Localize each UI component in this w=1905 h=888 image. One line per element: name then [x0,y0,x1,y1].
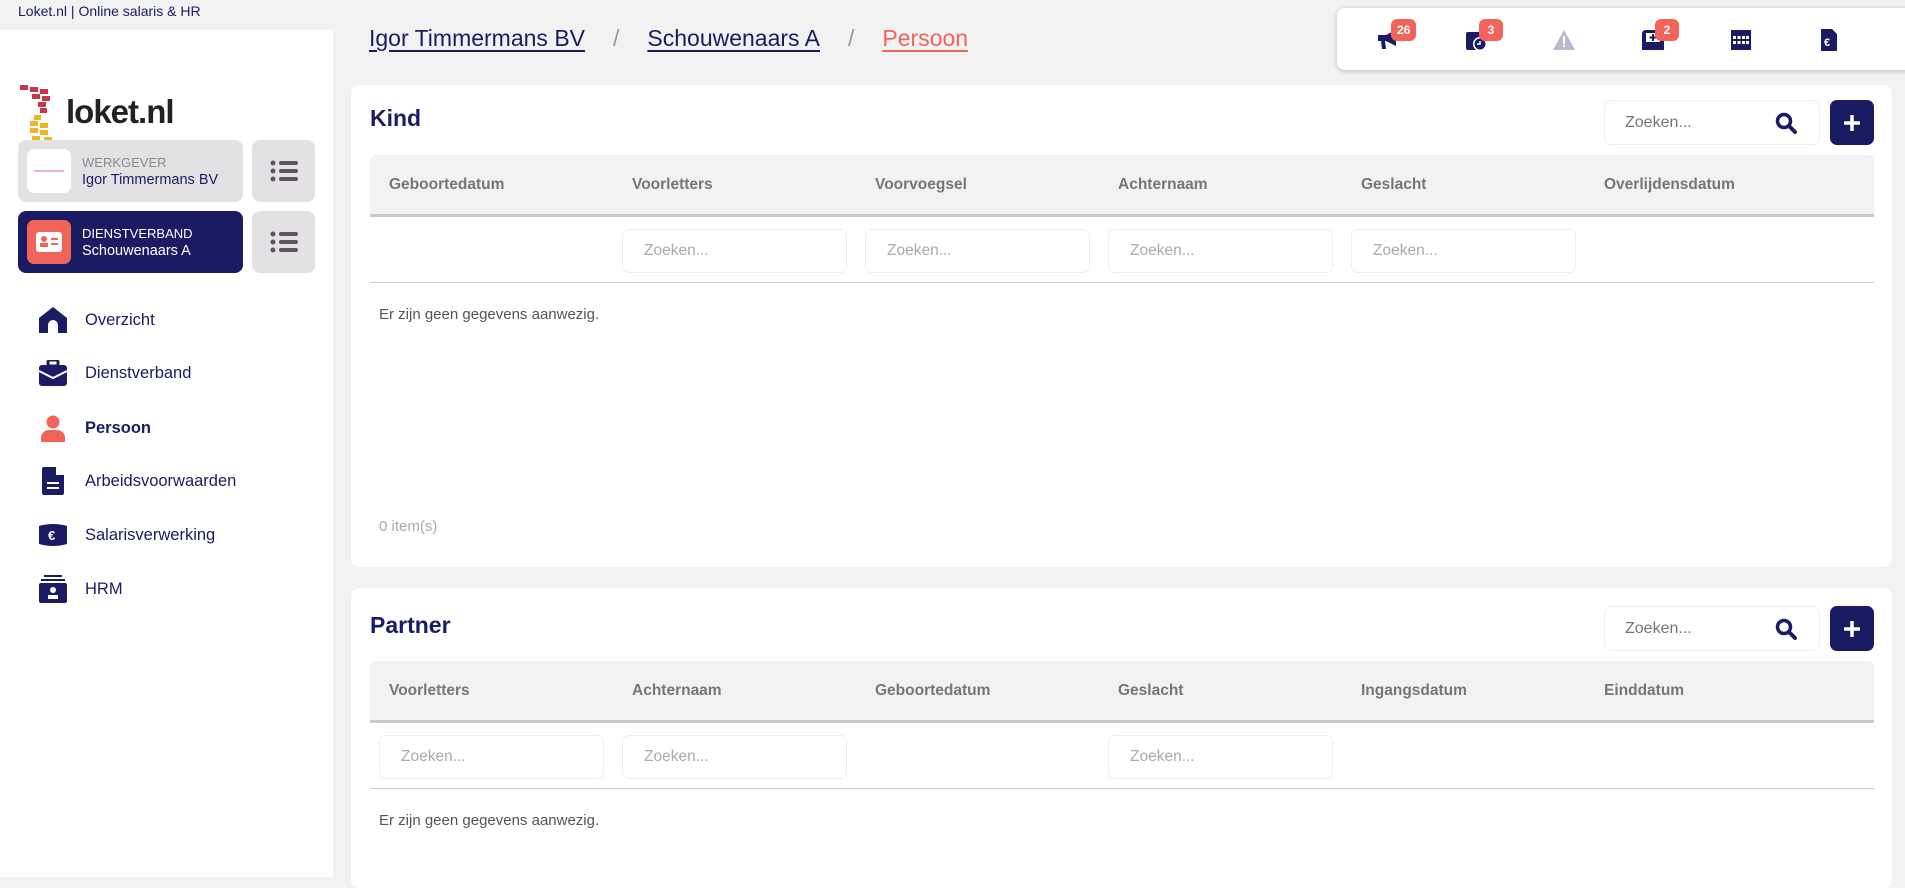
home-icon [38,306,68,334]
kind-panel: Kind Geboortedatum Voorletters Voorvoegs… [351,85,1892,567]
filter-voorletters[interactable] [379,734,604,779]
logo-mark-icon [20,85,62,145]
breadcrumb-persoon[interactable]: Persoon [882,25,969,51]
partner-filter-row [370,725,1874,789]
column-header[interactable]: Voorvoegsel [875,175,967,193]
warning-icon [1553,30,1575,50]
svg-text:€: € [1824,37,1830,49]
partner-search[interactable] [1604,606,1820,651]
sidebar-item-overzicht[interactable]: Overzicht [38,300,155,340]
logo-text: loket.nl [66,93,175,130]
sidebar-item-arbeidsvoorwaarden[interactable]: Arbeidsvoorwaarden [38,461,236,501]
svg-text:€: € [48,528,55,543]
kind-item-count: 0 item(s) [379,518,438,535]
sidebar-item-hrm[interactable]: HRM [38,569,123,609]
breadcrumb-separator: / [613,25,620,51]
calendar-clock-icon [1466,32,1487,51]
kind-title: Kind [370,105,422,131]
partner-empty-message: Er zijn geen gegevens aanwezig. [379,812,600,829]
column-header[interactable]: Achternaam [1118,175,1208,193]
plus-icon [1844,114,1860,131]
breadcrumb: Igor Timmermans BV / Schouwenaars A / Pe… [369,25,968,52]
plus-icon [1844,620,1860,637]
id-card-icon [38,575,68,603]
column-header[interactable]: Overlijdensdatum [1604,175,1735,193]
sidebar-item-label: Salarisverwerking [85,525,216,544]
announcements-badge: 26 [1391,19,1417,41]
logo[interactable]: loket.nl [18,85,178,147]
kind-search-input[interactable] [1625,113,1755,132]
sidebar-item-persoon[interactable]: Persoon [38,408,151,448]
column-header[interactable]: Ingangsdatum [1361,681,1467,699]
column-header[interactable]: Geslacht [1361,175,1427,193]
breadcrumb-dienstverband[interactable]: Schouwenaars A [647,25,821,51]
sidebar-item-label: Persoon [85,418,152,437]
filter-voorvoegsel[interactable] [865,228,1090,273]
inbox-button[interactable]: 2 [1641,19,1679,52]
list-icon [270,160,298,182]
column-header[interactable]: Voorletters [632,175,713,193]
column-header[interactable]: Geboortedatum [875,681,991,699]
kind-empty-message: Er zijn geen gegevens aanwezig. [379,306,600,323]
inbox-badge: 2 [1655,19,1679,41]
payslip-button[interactable]: € [1817,28,1841,52]
partner-search-input[interactable] [1625,619,1755,638]
filter-geslacht[interactable] [1351,228,1576,273]
column-header[interactable]: Einddatum [1604,681,1685,699]
sidebar-item-label: Overzicht [85,310,155,329]
user-icon [38,414,68,442]
file-icon [38,467,68,495]
partner-table-header: Voorletters Achternaam Geboortedatum Ges… [370,661,1874,723]
add-partner-button[interactable] [1830,606,1874,651]
id-badge-icon [27,220,71,264]
filter-achternaam[interactable] [622,734,847,779]
sidebar: loket.nl WERKGEVER Igor Timmermans BV DI… [0,30,333,877]
partner-panel: Partner Voorletters Achternaam Geboorted… [351,588,1892,888]
kind-table-header: Geboortedatum Voorletters Voorvoegsel Ac… [370,155,1874,217]
warnings-button[interactable] [1552,28,1576,52]
sidebar-item-label: Dienstverband [85,363,192,382]
filter-voorletters[interactable] [622,228,847,273]
filter-geslacht[interactable] [1108,734,1333,779]
column-header[interactable]: Geboortedatum [389,175,505,193]
breadcrumb-werkgever[interactable]: Igor Timmermans BV [369,25,585,51]
column-header[interactable]: Achternaam [632,681,722,699]
calendar-button[interactable] [1729,28,1753,52]
calendar-icon [1731,30,1751,50]
sidebar-item-label: HRM [85,579,123,598]
sidebar-item-salarisverwerking[interactable]: € Salarisverwerking [38,515,215,555]
filter-achternaam[interactable] [1108,228,1333,273]
euro-bill-icon: € [38,521,68,549]
search-icon[interactable] [1775,112,1797,134]
company-logo [27,149,71,193]
top-toolbar: 26 3 2 € [1337,8,1905,70]
werkgever-menu-button[interactable] [252,140,315,202]
add-kind-button[interactable] [1830,100,1874,145]
tasks-badge: 3 [1479,19,1503,41]
column-header[interactable]: Geslacht [1118,681,1184,699]
dienstverband-menu-button[interactable] [252,211,315,273]
tasks-button[interactable]: 3 [1465,19,1503,52]
dienstverband-card[interactable]: DIENSTVERBAND Schouwenaars A [18,211,243,273]
kind-filter-row [370,219,1874,283]
column-header[interactable]: Voorletters [389,681,470,699]
werkgever-name: Igor Timmermans BV [82,171,219,188]
breadcrumb-separator: / [848,25,855,51]
list-icon [270,231,298,253]
sidebar-item-dienstverband[interactable]: Dienstverband [38,353,191,393]
briefcase-icon [38,359,68,387]
euro-document-icon: € [1821,29,1837,51]
sidebar-item-label: Arbeidsvoorwaarden [85,471,237,490]
search-icon[interactable] [1775,618,1797,640]
kind-search[interactable] [1604,100,1820,145]
werkgever-label: WERKGEVER [82,154,167,170]
werkgever-card[interactable]: WERKGEVER Igor Timmermans BV [18,140,243,202]
announcements-button[interactable]: 26 [1377,19,1417,52]
partner-title: Partner [370,612,451,638]
dienstverband-label: DIENSTVERBAND [82,225,193,241]
window-title: Loket.nl | Online salaris & HR [18,3,201,19]
dienstverband-name: Schouwenaars A [82,242,191,259]
